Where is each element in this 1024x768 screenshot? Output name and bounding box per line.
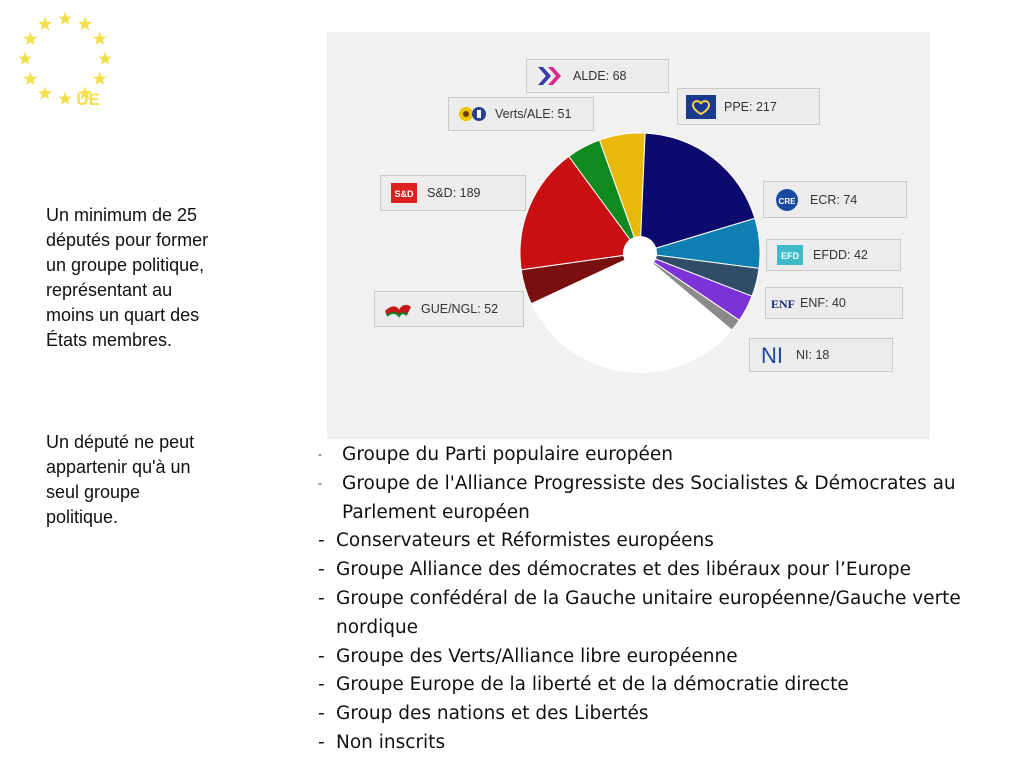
list-item: - Conservateurs et Réformistes européens: [318, 527, 968, 556]
list-item-text: Groupe de l'Alliance Progressiste des So…: [342, 472, 956, 523]
legend-efdd-text: EFDD: 42: [813, 248, 868, 262]
eu-star: [23, 31, 38, 46]
list-item: - Groupe de l'Alliance Progressiste des S…: [318, 470, 968, 528]
eu-star: [97, 51, 113, 66]
legend-ni: NI NI: 18: [749, 338, 893, 372]
eu-star: [17, 51, 33, 66]
legend-sd-text: S&D: 189: [427, 186, 481, 200]
party-list: - Groupe du Parti populaire européen - Gro…: [318, 441, 968, 758]
legend-ecr-text: ECR: 74: [810, 192, 858, 207]
list-item: - Groupe Europe de la liberté et de la dé…: [318, 671, 968, 700]
list-dash: -: [318, 559, 325, 581]
eu-star: [57, 91, 73, 106]
eu-star: [92, 31, 107, 46]
pie-slice-ni: [639, 252, 741, 331]
eu-star: [57, 11, 73, 26]
eu-star: [77, 16, 93, 31]
list-item: - Group des nations et des Libertés: [318, 700, 968, 729]
list-item: - Groupe du Parti populaire européen: [318, 441, 968, 470]
verts-logo-icon: [457, 102, 487, 126]
eu-star: [92, 71, 107, 86]
hemicycle-chart: [519, 132, 761, 373]
eu-star: [77, 86, 93, 100]
chart-center-hole: [623, 236, 657, 270]
list-dash: -: [318, 674, 325, 696]
ni-logo-icon: NI: [758, 343, 788, 367]
eu-star: [37, 16, 53, 31]
list-dash: -: [318, 645, 325, 667]
legend-verts-text: Verts/ALE: 51: [495, 107, 572, 121]
list-item-text: Groupe du Parti populaire européen: [342, 444, 673, 465]
side-paragraph-minimum: Un minimum de 25 députés pour former un …: [46, 205, 209, 350]
alde-logo-icon: [535, 64, 565, 88]
ni-logo-text: NI: [761, 343, 783, 367]
list-item-text: Groupe des Verts/Alliance libre européen…: [336, 645, 738, 667]
legend-enf-text: ENF: 40: [800, 296, 846, 310]
list-item: - Groupe des Verts/Alliance libre europée…: [318, 643, 968, 672]
list-item-text: Conservateurs et Réformistes européens: [336, 530, 714, 552]
list-item-text: Groupe Alliance des démocrates et des li…: [336, 559, 911, 581]
chart-panel: ALDE: 68 Verts/ALE: 51 PPE: 217 S&D S&D:…: [327, 32, 930, 439]
list-dash: -: [318, 587, 325, 609]
list-item-text: Group des nations et des Libertés: [336, 703, 649, 725]
legend-gue-text: GUE/NGL: 52: [421, 302, 499, 316]
legend-alde-text: ALDE: 68: [573, 69, 627, 83]
sd-logo-icon: S&D: [389, 181, 419, 205]
enf-logo-icon: ENF: [768, 291, 798, 315]
side-paragraph-single-group: Un député ne peut appartenir qu'à un seu…: [46, 432, 195, 527]
ecr-logo-icon: CRE: [772, 188, 802, 212]
eu-logo-text: UE: [76, 90, 100, 109]
list-dash: -: [318, 476, 322, 490]
enf-logo-text: ENF: [771, 297, 795, 311]
legend-enf: ENF ENF: 40: [765, 287, 903, 319]
efdd-logo-text: EFD: [781, 251, 800, 261]
list-item: - Non inscrits: [318, 729, 968, 758]
legend-ppe: PPE: 217: [677, 88, 820, 125]
list-item-text: Groupe confédéral de la Gauche unitaire …: [336, 587, 961, 638]
list-item-text: Non inscrits: [336, 731, 446, 753]
eu-logo: UE: [12, 6, 118, 112]
legend-gue: GUE/NGL: 52: [374, 291, 524, 327]
eu-star: [37, 86, 53, 100]
legend-alde: ALDE: 68: [526, 59, 669, 93]
list-dash: -: [318, 448, 322, 461]
list-item: - Groupe Alliance des démocrates et des l…: [318, 556, 968, 585]
ecr-logo-text: CRE: [779, 197, 797, 206]
list-dash: -: [318, 731, 325, 753]
legend-verts: Verts/ALE: 51: [448, 97, 594, 131]
list-dash: -: [318, 530, 325, 552]
gue-logo-icon: [383, 297, 413, 321]
list-item-text: Groupe Europe de la liberté et de la dém…: [336, 674, 849, 696]
efdd-logo-icon: EFD: [775, 243, 805, 267]
pie-slice-ppe: [639, 132, 756, 254]
ppe-logo-icon: [686, 94, 716, 119]
pie-slice-s-d: [519, 155, 641, 271]
legend-efdd: EFD EFDD: 42: [766, 239, 901, 271]
eu-star: [23, 71, 38, 86]
legend-ecr: CRE ECR: 74: [763, 181, 907, 218]
sd-logo-text: S&D: [394, 189, 414, 199]
legend-ni-text: NI: 18: [796, 348, 830, 362]
list-dash: -: [318, 703, 325, 725]
eu-stars-icon: UE: [17, 11, 113, 109]
legend-ppe-text: PPE: 217: [724, 99, 777, 114]
legend-sd: S&D S&D: 189: [380, 175, 526, 211]
list-item: - Groupe confédéral de la Gauche unitaire…: [318, 585, 968, 643]
